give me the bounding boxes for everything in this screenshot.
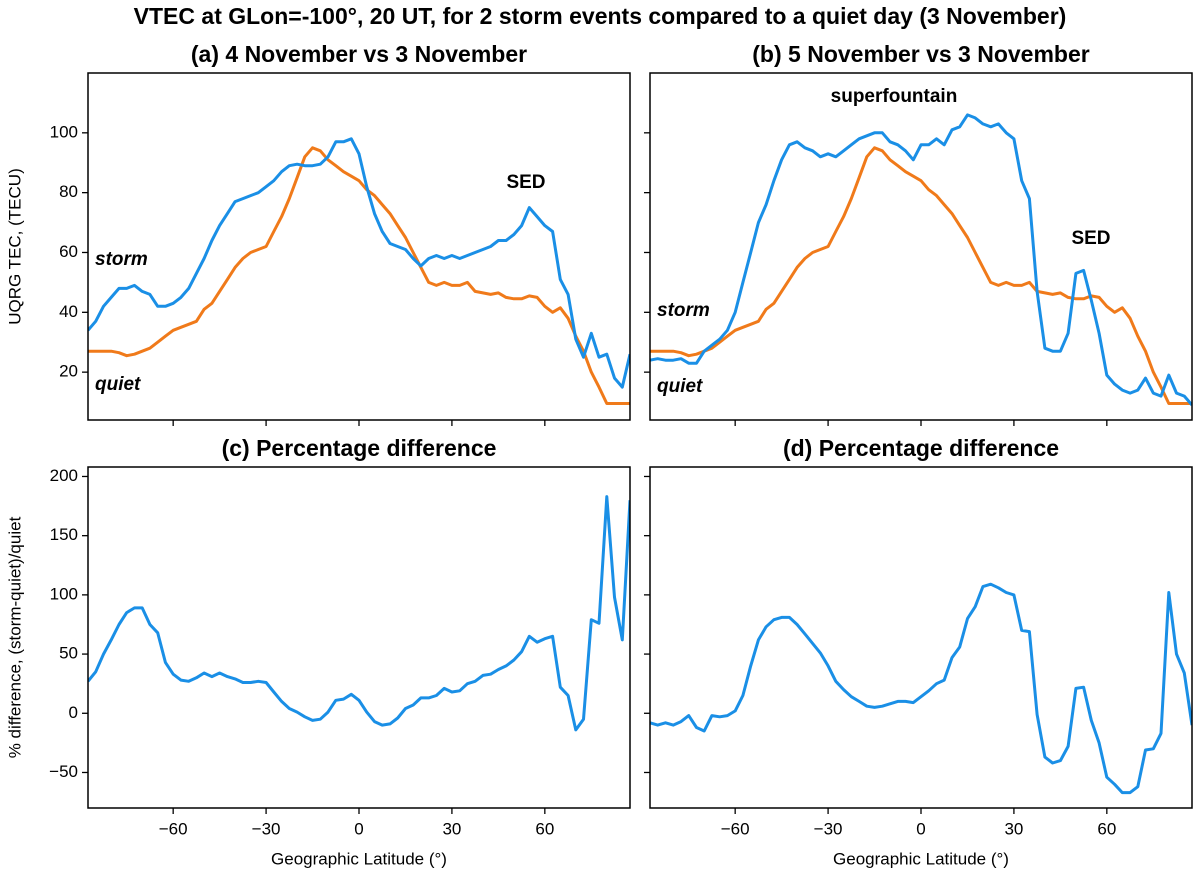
x-axis-label: Geographic Latitude (°) [833, 849, 1009, 868]
y-tick-label: −50 [49, 762, 78, 781]
series-line [88, 146, 630, 405]
y-tick-label: 20 [59, 362, 78, 381]
x-tick-label: 30 [1004, 819, 1023, 838]
x-tick-label: −60 [721, 819, 750, 838]
series-line [88, 495, 630, 732]
y-tick-label: 0 [69, 703, 78, 722]
plot-frame [87, 466, 631, 809]
y-tick-label: 80 [59, 182, 78, 201]
plot-frame [649, 466, 1193, 809]
annotation: SED [506, 172, 545, 193]
panel-title: (d) Percentage difference [783, 435, 1059, 461]
plot-frame [649, 72, 1193, 421]
y-tick-label: 60 [59, 242, 78, 261]
annotation: superfountain [831, 86, 958, 107]
series-label: quiet [657, 376, 703, 397]
series-line [650, 113, 1192, 406]
panel-title: (c) Percentage difference [222, 435, 497, 461]
y-tick-label: 50 [59, 644, 78, 663]
series-line [650, 146, 1192, 405]
x-tick-label: −60 [159, 819, 188, 838]
y-axis-label: % difference, (storm-quiet)/quiet [5, 516, 24, 758]
x-tick-label: 0 [354, 819, 363, 838]
x-tick-label: 30 [442, 819, 461, 838]
series-line [88, 137, 630, 389]
x-tick-label: −30 [814, 819, 843, 838]
y-tick-label: 200 [50, 466, 78, 485]
series-line [650, 582, 1192, 795]
series-label: quiet [95, 374, 141, 395]
x-tick-label: 0 [916, 819, 925, 838]
x-tick-label: −30 [252, 819, 281, 838]
y-tick-label: 40 [59, 302, 78, 321]
panel-title: (b) 5 November vs 3 November [752, 41, 1090, 67]
x-tick-label: 60 [1097, 819, 1116, 838]
panel-title: (a) 4 November vs 3 November [191, 41, 527, 67]
y-tick-label: 100 [50, 584, 78, 603]
x-tick-label: 60 [535, 819, 554, 838]
annotation: SED [1071, 228, 1110, 249]
series-label: storm [95, 249, 148, 270]
y-axis-label: UQRG TEC, (TECU) [5, 168, 24, 324]
series-label: storm [657, 300, 710, 321]
plot-frame [87, 72, 631, 421]
x-axis-label: Geographic Latitude (°) [271, 849, 447, 868]
y-tick-label: 100 [50, 122, 78, 141]
figure-title: VTEC at GLon=-100°, 20 UT, for 2 storm e… [134, 3, 1067, 29]
y-tick-label: 150 [50, 525, 78, 544]
